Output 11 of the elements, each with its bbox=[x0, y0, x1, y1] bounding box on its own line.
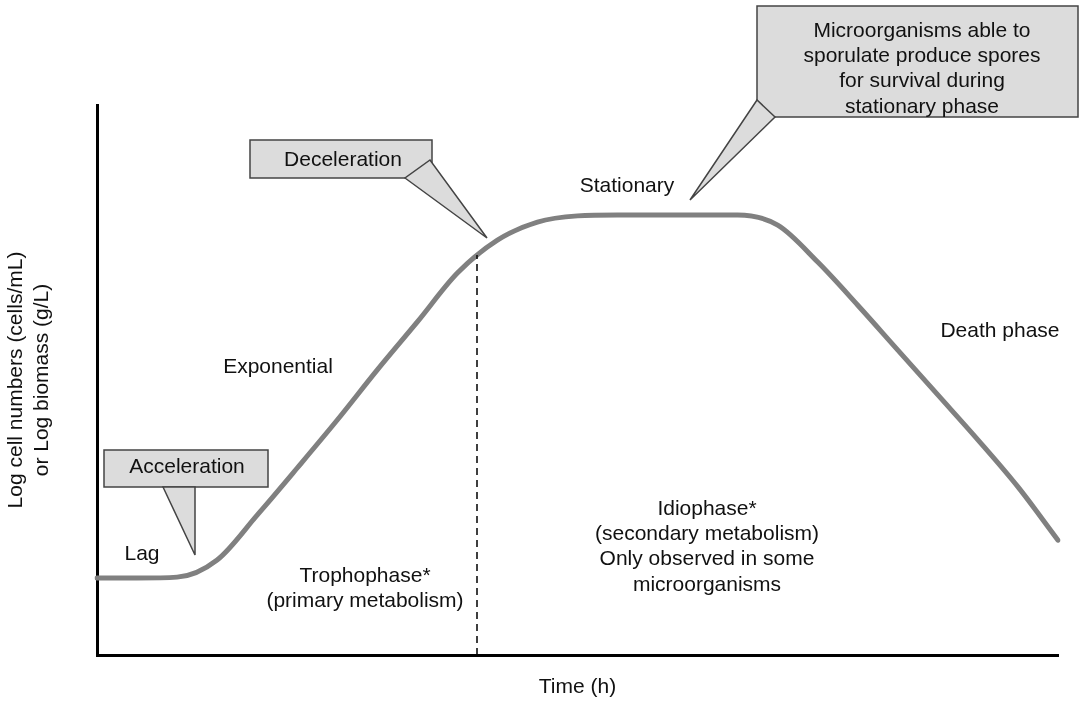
text: Deceleration bbox=[284, 146, 402, 172]
annotation: Lag bbox=[124, 540, 160, 566]
annotation: Acceleration bbox=[129, 453, 245, 479]
annotation: Idiophase* (secondary metabolism) Only observed in some microorganisms bbox=[594, 495, 820, 596]
annotation: Death phase bbox=[940, 317, 1060, 343]
y-axis-title: Log cell numbers (cells/mL) or Log biomass (g/L) bbox=[3, 251, 52, 509]
text: Microorganisms able to sporulate produce spores for survival during stationary phase bbox=[803, 17, 1041, 118]
annotation: Exponential bbox=[223, 353, 333, 379]
text: Stationary bbox=[579, 172, 675, 198]
annotation: Trophophase* (primary metabolism) bbox=[266, 562, 464, 613]
x-axis-title: Time (h) bbox=[538, 674, 617, 698]
